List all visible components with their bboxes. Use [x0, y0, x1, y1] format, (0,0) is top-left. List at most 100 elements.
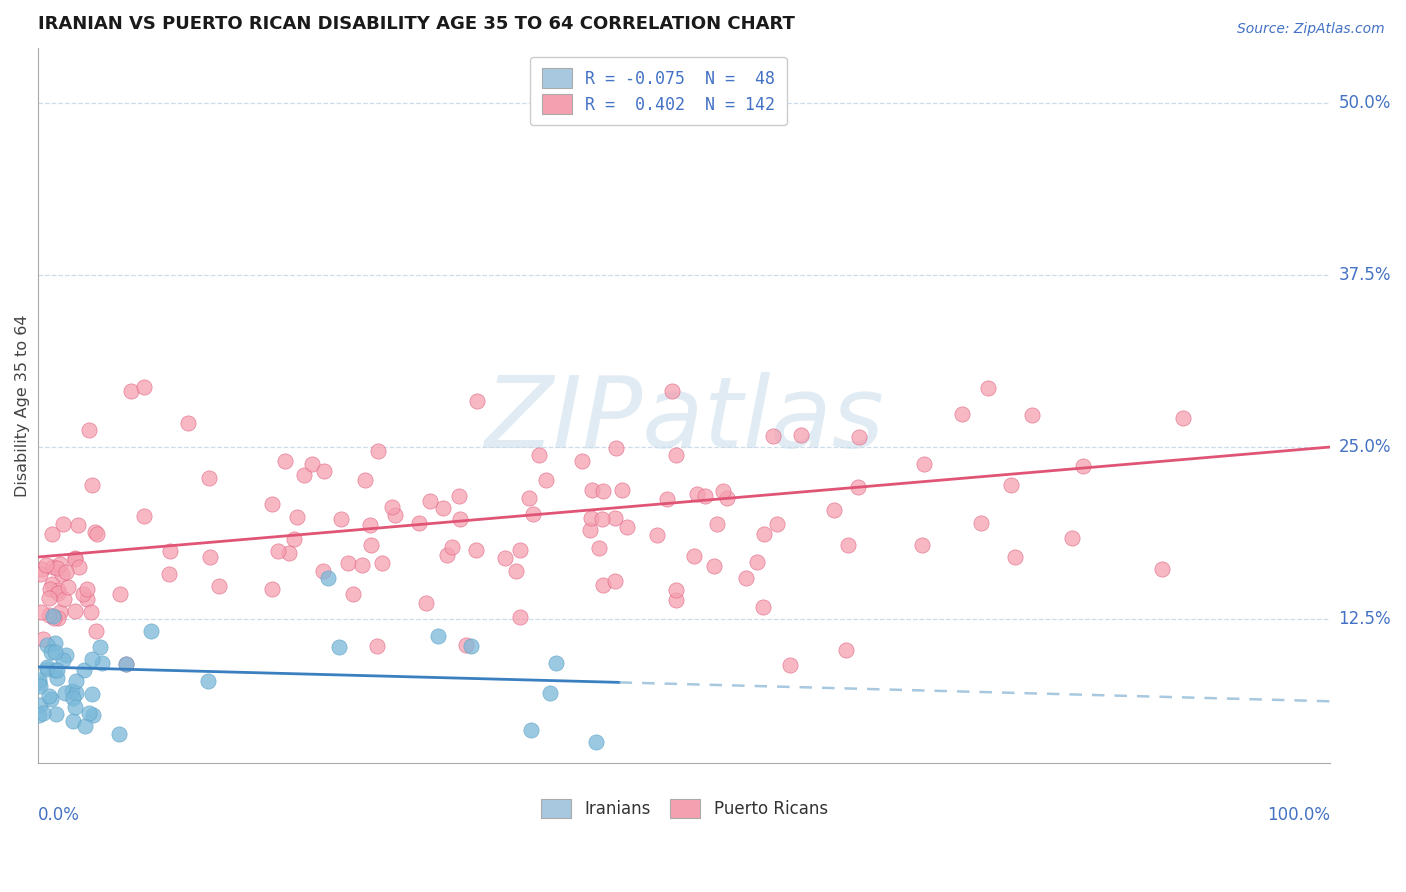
Point — [581, 483, 603, 497]
Point — [762, 428, 785, 442]
Point — [384, 508, 406, 523]
Point — [494, 550, 516, 565]
Point — [460, 639, 482, 653]
Point — [28, 673, 51, 687]
Point — [62, 714, 84, 728]
Point — [591, 512, 613, 526]
Point — [30, 679, 52, 693]
Point — [76, 592, 98, 607]
Point — [359, 517, 381, 532]
Point — [278, 546, 301, 560]
Point — [754, 527, 776, 541]
Point — [735, 571, 758, 585]
Point — [35, 638, 58, 652]
Point — [603, 574, 626, 588]
Point — [82, 477, 104, 491]
Point — [292, 468, 315, 483]
Point — [52, 653, 75, 667]
Point — [579, 511, 602, 525]
Point — [60, 684, 83, 698]
Point — [711, 483, 734, 498]
Point — [65, 686, 87, 700]
Point — [46, 611, 69, 625]
Point — [328, 640, 350, 655]
Point — [464, 543, 486, 558]
Point — [32, 706, 55, 721]
Point — [39, 582, 62, 596]
Point — [837, 538, 859, 552]
Point — [80, 687, 103, 701]
Point — [509, 609, 531, 624]
Point — [592, 484, 614, 499]
Point — [950, 408, 973, 422]
Point — [76, 582, 98, 596]
Point — [848, 430, 870, 444]
Point — [592, 578, 614, 592]
Point — [28, 708, 51, 723]
Text: Source: ZipAtlas.com: Source: ZipAtlas.com — [1237, 22, 1385, 37]
Point — [73, 719, 96, 733]
Point — [44, 644, 66, 658]
Point — [912, 457, 935, 471]
Point — [41, 527, 63, 541]
Point — [82, 707, 104, 722]
Point — [35, 662, 58, 676]
Point — [262, 582, 284, 596]
Point — [544, 656, 567, 670]
Point — [1062, 532, 1084, 546]
Point — [262, 497, 284, 511]
Point — [645, 528, 668, 542]
Point — [661, 384, 683, 399]
Point — [53, 591, 76, 606]
Point — [86, 624, 108, 639]
Text: 100.0%: 100.0% — [1267, 806, 1330, 824]
Point — [976, 381, 998, 395]
Point — [46, 586, 69, 600]
Point — [107, 727, 129, 741]
Point — [84, 524, 107, 539]
Point — [65, 673, 87, 688]
Point — [517, 491, 540, 505]
Point — [329, 512, 352, 526]
Point — [427, 629, 450, 643]
Point — [45, 707, 67, 722]
Point — [55, 648, 77, 663]
Point — [44, 636, 66, 650]
Point — [366, 639, 388, 653]
Point — [1073, 458, 1095, 473]
Point — [39, 692, 62, 706]
Point — [538, 686, 561, 700]
Point — [703, 558, 725, 573]
Point — [465, 394, 488, 409]
Text: 50.0%: 50.0% — [1339, 95, 1391, 112]
Point — [1004, 549, 1026, 564]
Point — [408, 516, 430, 530]
Point — [28, 676, 51, 690]
Point — [527, 448, 550, 462]
Point — [456, 638, 478, 652]
Point — [35, 659, 58, 673]
Point — [108, 587, 131, 601]
Point — [665, 583, 688, 598]
Point — [32, 632, 55, 647]
Point — [342, 587, 364, 601]
Text: IRANIAN VS PUERTO RICAN DISABILITY AGE 35 TO 64 CORRELATION CHART: IRANIAN VS PUERTO RICAN DISABILITY AGE 3… — [38, 15, 796, 33]
Point — [352, 558, 374, 572]
Point — [751, 599, 773, 614]
Point — [415, 596, 437, 610]
Point — [835, 642, 858, 657]
Point — [311, 564, 333, 578]
Point — [30, 567, 52, 582]
Point — [132, 380, 155, 394]
Point — [846, 480, 869, 494]
Point — [63, 550, 86, 565]
Point — [436, 548, 458, 562]
Point — [115, 657, 138, 671]
Point — [371, 556, 394, 570]
Point — [198, 471, 221, 485]
Point — [274, 453, 297, 467]
Point — [132, 509, 155, 524]
Point — [603, 510, 626, 524]
Point — [1000, 478, 1022, 492]
Point — [52, 516, 75, 531]
